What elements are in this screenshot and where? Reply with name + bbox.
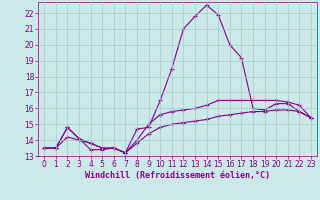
X-axis label: Windchill (Refroidissement éolien,°C): Windchill (Refroidissement éolien,°C) [85, 171, 270, 180]
